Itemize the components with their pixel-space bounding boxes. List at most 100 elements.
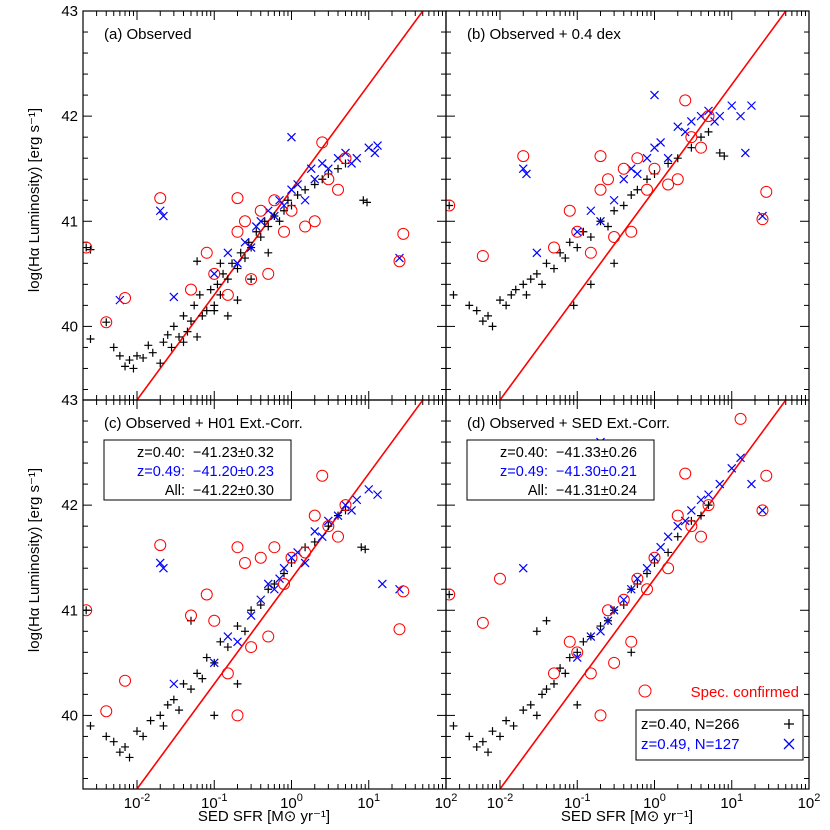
data-point-spec — [631, 152, 644, 165]
data-point-z040 — [697, 133, 706, 142]
y-axis-title-top: log(Hα Luminosity) [erg s⁻¹] — [26, 108, 43, 292]
data-point-spec — [278, 577, 291, 590]
data-point-z040 — [488, 322, 497, 331]
data-point-z040 — [478, 317, 487, 326]
data-point-z049 — [650, 90, 659, 100]
data-point-z049 — [596, 626, 605, 636]
data-point-spec — [760, 469, 773, 482]
data-point-z049 — [352, 153, 362, 163]
data-point-spec — [563, 204, 576, 217]
data-point-spec — [308, 215, 321, 228]
data-point-z049 — [373, 490, 382, 500]
data-point-z040 — [569, 301, 578, 310]
data-point-z049 — [352, 495, 362, 505]
data-point-z040 — [219, 269, 228, 278]
data-point-z040 — [565, 238, 574, 247]
data-point-z040 — [556, 664, 565, 673]
data-point-z049 — [317, 532, 327, 542]
data-point-spec — [262, 267, 275, 280]
data-point-z049 — [518, 563, 528, 573]
data-point-z040 — [532, 269, 541, 278]
data-point-z040 — [603, 222, 612, 231]
x-tick-label: 10-1 — [564, 792, 590, 812]
data-point-z040 — [198, 674, 207, 683]
data-point-spec — [641, 583, 654, 596]
data-point-z040 — [324, 522, 333, 531]
data-point-z040 — [264, 585, 273, 594]
data-point-z049 — [159, 211, 168, 221]
data-point-z040 — [280, 569, 289, 578]
data-point-z040 — [573, 648, 582, 657]
data-point-z049 — [275, 574, 284, 584]
data-point-z040 — [472, 306, 481, 315]
data-point-z040 — [202, 306, 211, 315]
data-point-z040 — [270, 579, 279, 588]
data-point-z049 — [586, 206, 596, 216]
data-point-z040 — [538, 280, 547, 289]
data-point-z040 — [561, 254, 570, 263]
data-point-spec — [278, 225, 291, 238]
data-point-z049 — [572, 227, 582, 237]
data-point-z040 — [169, 695, 178, 704]
legend-entry-marker — [784, 719, 794, 729]
data-point-z049 — [673, 521, 683, 531]
data-point-spec — [594, 709, 607, 722]
data-point-spec — [238, 215, 251, 228]
data-point-spec — [756, 213, 769, 226]
data-point-z040 — [542, 616, 551, 625]
data-point-z049 — [233, 258, 242, 268]
data-point-z049 — [609, 605, 619, 615]
y-axis-title-bottom: log(Hα Luminosity) [erg s⁻¹] — [26, 468, 43, 652]
data-point-z040 — [233, 264, 242, 273]
y-tick-label: 43 — [61, 3, 78, 20]
data-point-z040 — [264, 248, 273, 257]
data-point-spec — [631, 572, 644, 585]
data-point-spec — [299, 220, 312, 233]
data-point-z040 — [139, 732, 148, 741]
data-point-z040 — [509, 721, 518, 730]
data-point-z049 — [209, 269, 219, 279]
stats-label: All: — [528, 483, 548, 499]
data-point-z049 — [370, 148, 380, 158]
data-point-z040 — [121, 742, 130, 751]
data-point-z049 — [715, 479, 725, 489]
data-point-z040 — [202, 653, 211, 662]
data-point-spec — [446, 199, 456, 212]
data-point-spec — [594, 183, 607, 196]
data-point-z040 — [210, 711, 219, 720]
data-point-z040 — [664, 548, 673, 557]
data-point-z049 — [293, 180, 303, 189]
data-point-z040 — [633, 185, 642, 194]
data-point-z049 — [619, 174, 629, 184]
data-point-spec — [685, 131, 698, 144]
data-point-z040 — [163, 330, 172, 339]
data-point-spec — [695, 141, 708, 154]
x-axis-title-left: SED SFR [M⊙ yr⁻¹] — [198, 808, 330, 825]
data-point-spec — [702, 499, 715, 512]
data-point-spec — [200, 588, 213, 601]
data-point-z040 — [334, 164, 343, 173]
legend-entry-label: z=0.49, N=127 — [641, 736, 739, 753]
data-point-z049 — [632, 574, 642, 584]
data-point-z040 — [478, 737, 487, 746]
data-point-z049 — [736, 111, 745, 121]
data-point-z049 — [364, 143, 374, 153]
data-point-z040 — [183, 327, 192, 336]
stats-value: −41.23±0.32 — [193, 445, 274, 461]
data-point-z049 — [727, 101, 737, 111]
data-point-spec — [608, 231, 621, 244]
data-point-z049 — [159, 563, 168, 573]
panel-b: (b) Observed + 0.4 dex — [445, 10, 810, 401]
data-point-z040 — [132, 727, 141, 736]
data-point-z040 — [216, 259, 225, 268]
data-point-z040 — [573, 243, 582, 252]
data-point-z040 — [538, 690, 547, 699]
data-point-z040 — [363, 198, 372, 207]
data-point-z040 — [213, 280, 222, 289]
stats-box — [103, 439, 292, 501]
stats-label: All: — [165, 483, 185, 499]
panel-title: (a) Observed — [104, 26, 192, 43]
stats-value: −41.33±0.26 — [556, 445, 637, 461]
data-point-z049 — [727, 463, 737, 473]
data-point-z040 — [252, 227, 261, 236]
